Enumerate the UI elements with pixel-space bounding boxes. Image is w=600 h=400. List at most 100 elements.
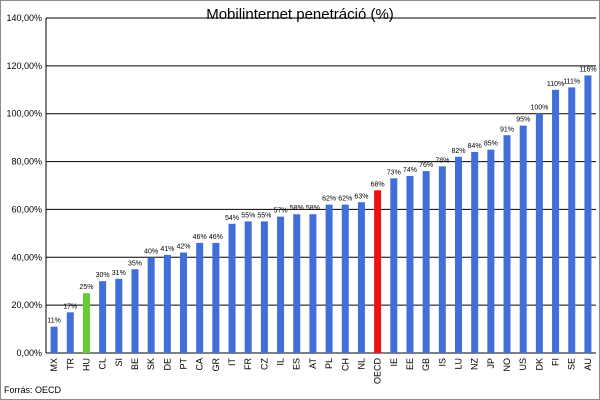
x-tick-label: SI — [114, 358, 124, 367]
bar — [277, 216, 285, 353]
data-label: 31% — [112, 270, 126, 277]
x-tick-label: US — [518, 358, 528, 371]
bar — [212, 242, 220, 353]
x-tick-label: PT — [179, 358, 189, 370]
y-tick-label: 120,00% — [6, 61, 42, 71]
data-label: 46% — [193, 234, 207, 241]
x-tick-label: NZ — [470, 358, 480, 370]
data-label: 84% — [468, 143, 482, 150]
x-tick-label: CZ — [259, 358, 269, 370]
x-tick-label: BE — [130, 358, 140, 370]
chart-title: Mobilinternet penetráció (%) — [206, 6, 394, 23]
data-label: 25% — [79, 284, 93, 291]
bar — [196, 242, 204, 353]
data-label: 111% — [563, 78, 580, 85]
source-note: Forrás: OECD — [4, 385, 62, 395]
y-tick-label: 100,00% — [6, 109, 42, 119]
bar — [293, 214, 301, 353]
data-label: 95% — [516, 117, 530, 124]
data-label: 46% — [209, 234, 223, 241]
bar — [50, 326, 58, 353]
bar — [82, 293, 90, 353]
bar — [422, 171, 430, 353]
x-tick-label: GR — [211, 357, 221, 371]
y-tick-label: 140,00% — [6, 13, 42, 23]
data-label: 11% — [47, 318, 61, 325]
x-tick-label: MX — [49, 358, 59, 372]
bar — [471, 152, 479, 353]
bar — [455, 156, 462, 353]
bar — [535, 113, 543, 353]
x-tick-label: TR — [65, 358, 75, 370]
bar — [309, 214, 317, 353]
bar — [228, 223, 236, 353]
data-label: 116% — [579, 66, 596, 73]
data-label: 58% — [290, 205, 304, 212]
data-label: 91% — [500, 126, 514, 133]
y-tick-label: 80,00% — [11, 157, 42, 167]
y-tick-label: 0,00% — [16, 348, 42, 358]
x-tick-label: ES — [292, 358, 302, 370]
data-label: 73% — [387, 169, 401, 176]
x-tick-label: CH — [340, 358, 350, 371]
x-tick-label: SK — [146, 358, 156, 370]
data-label: 35% — [128, 260, 142, 267]
data-label: 100% — [530, 105, 548, 112]
bar — [374, 190, 382, 353]
x-tick-label: AU — [583, 358, 593, 371]
data-label: 40% — [144, 248, 158, 255]
x-tick-label: AT — [308, 358, 318, 369]
x-tick-label: HU — [81, 358, 91, 371]
data-label: 42% — [176, 244, 190, 251]
data-label: 62% — [322, 196, 336, 203]
x-tick-label: NL — [356, 358, 366, 370]
bar — [325, 204, 333, 353]
data-label: 55% — [241, 212, 255, 219]
bar — [438, 166, 446, 353]
x-tick-label: IE — [389, 358, 399, 367]
x-tick-label: PL — [324, 358, 334, 369]
data-label: 57% — [274, 208, 288, 215]
bar — [147, 257, 155, 353]
x-tick-label: LU — [454, 358, 464, 370]
x-tick-label: EE — [405, 358, 415, 370]
bar — [115, 278, 123, 353]
bar — [180, 252, 187, 353]
bar — [519, 125, 527, 353]
x-tick-label: CA — [195, 358, 205, 371]
bar — [568, 87, 576, 354]
bar — [131, 269, 139, 353]
data-label: 110% — [547, 81, 564, 88]
x-tick-label: IS — [437, 358, 447, 367]
data-label: 55% — [257, 212, 271, 219]
x-tick-label: IL — [276, 358, 286, 366]
data-label: 41% — [160, 246, 174, 253]
data-label: 82% — [451, 148, 465, 155]
x-tick-label: FR — [243, 358, 253, 370]
data-label: 85% — [484, 141, 498, 148]
x-tick-label: SE — [567, 358, 577, 370]
bar — [584, 75, 592, 353]
y-tick-label: 40,00% — [11, 252, 42, 262]
bar — [503, 135, 511, 353]
x-tick-label: DE — [162, 358, 172, 371]
x-tick-label: FI — [551, 358, 561, 366]
y-tick-label: 60,00% — [11, 204, 42, 214]
bar — [390, 178, 398, 353]
bar — [99, 281, 107, 353]
data-label: 17% — [63, 303, 77, 310]
x-tick-label: IT — [227, 357, 237, 366]
x-tick-label: JP — [486, 358, 496, 369]
bar — [260, 221, 268, 353]
data-label: 78% — [435, 157, 449, 164]
y-tick-label: 20,00% — [11, 300, 42, 310]
data-label: 76% — [419, 162, 433, 169]
data-label: 68% — [371, 181, 385, 188]
data-label: 74% — [403, 167, 417, 174]
bar — [341, 204, 349, 353]
data-label: 30% — [96, 272, 110, 279]
x-tick-label: NO — [502, 358, 512, 372]
data-label: 54% — [225, 215, 239, 222]
bar — [244, 221, 252, 353]
bar — [66, 312, 74, 353]
